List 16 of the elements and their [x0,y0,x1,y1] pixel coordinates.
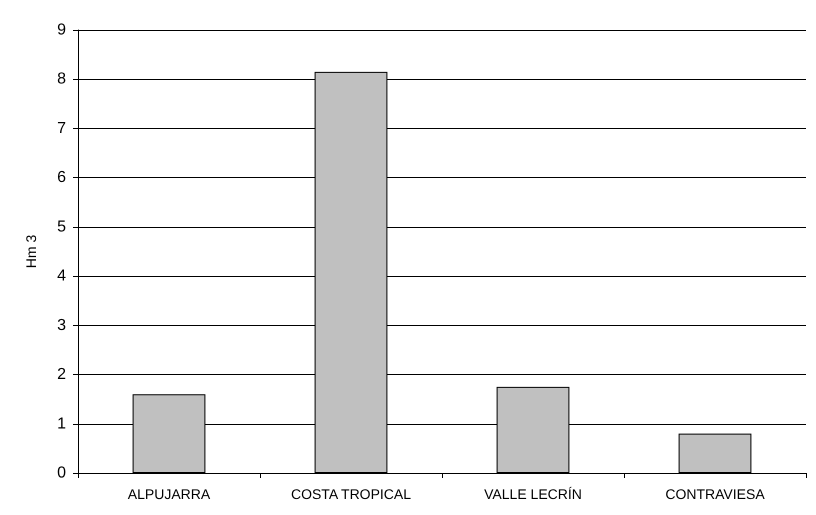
y-tick-label: 6 [57,169,66,186]
x-tick-label: VALLE LECRÍN [484,486,582,502]
y-axis-title: Hm 3 [23,234,39,268]
y-tick-label: 0 [57,464,66,482]
y-tick-label: 7 [57,120,66,137]
y-tick-label: 8 [57,70,66,88]
bar [678,434,752,473]
y-tick-label: 3 [57,316,66,334]
x-tick-label: ALPUJARRA [128,486,211,502]
y-tick-label: 2 [57,366,66,384]
y-tick-label: 5 [57,218,66,236]
y-tick-label: 4 [57,268,66,285]
x-tick-label: CONTRAVIESA [665,486,766,502]
x-tick-label: COSTA TROPICAL [290,486,412,502]
y-tick-label: 1 [57,415,66,432]
y-tick-label: 9 [57,22,66,38]
